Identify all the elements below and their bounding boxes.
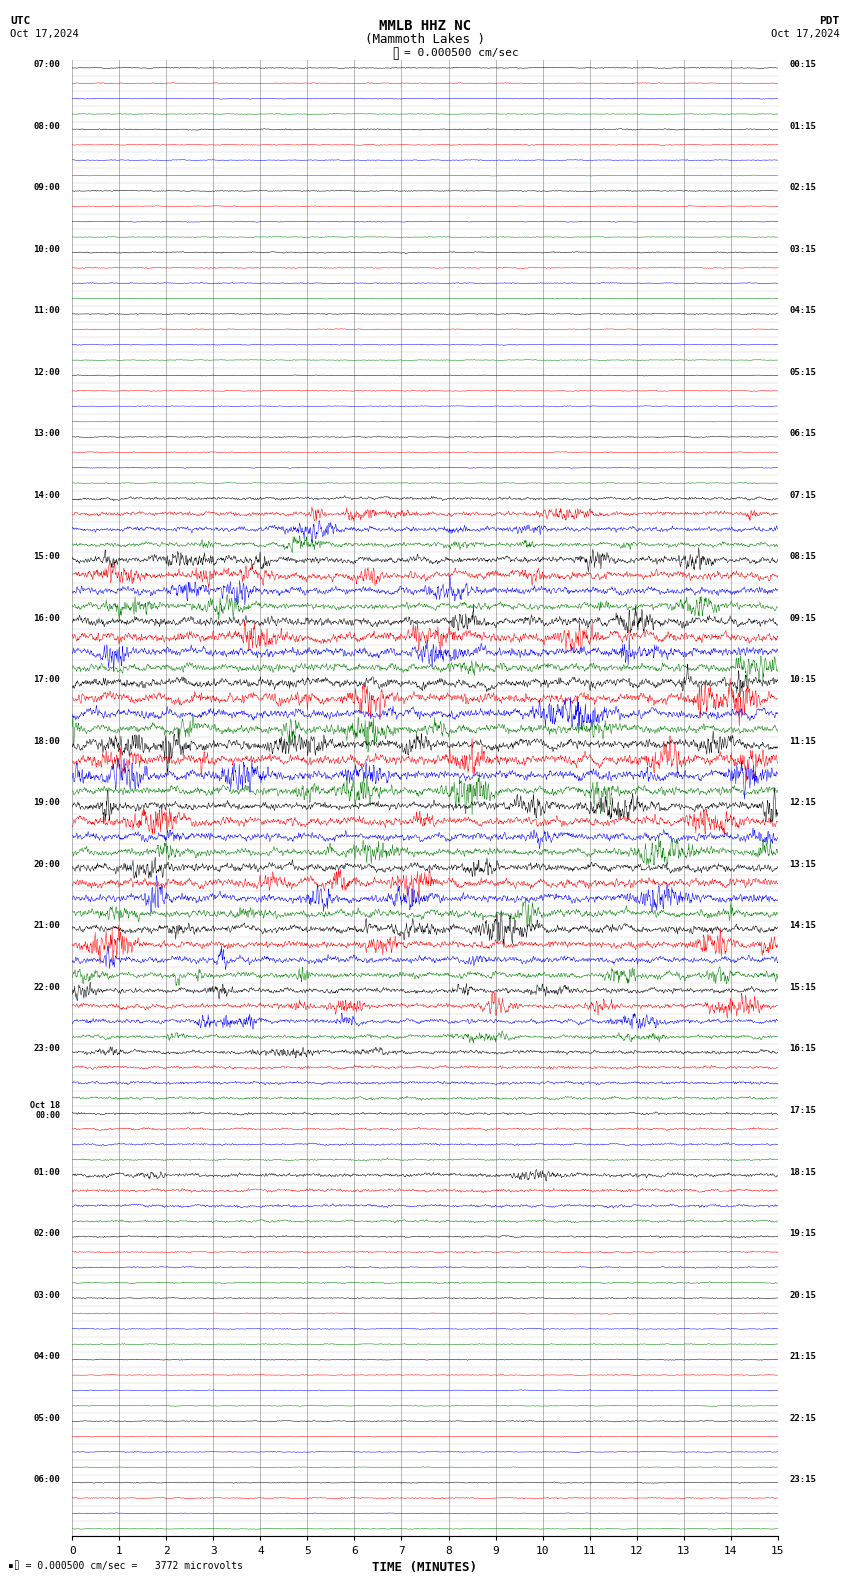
Text: 02:00: 02:00 [34, 1229, 60, 1239]
Text: 14:00: 14:00 [34, 491, 60, 501]
Text: 21:15: 21:15 [790, 1353, 816, 1361]
Text: 15:15: 15:15 [790, 984, 816, 992]
Text: 16:00: 16:00 [34, 615, 60, 623]
Text: PDT: PDT [819, 16, 840, 25]
Text: 13:15: 13:15 [790, 860, 816, 870]
Text: 00:00: 00:00 [36, 1110, 60, 1120]
Text: ▪⌷ = 0.000500 cm/sec =   3772 microvolts: ▪⌷ = 0.000500 cm/sec = 3772 microvolts [8, 1562, 243, 1571]
Text: 17:00: 17:00 [34, 675, 60, 684]
Text: 23:00: 23:00 [34, 1044, 60, 1053]
Text: 10:15: 10:15 [790, 675, 816, 684]
Text: 16:15: 16:15 [790, 1044, 816, 1053]
Text: 18:00: 18:00 [34, 737, 60, 746]
Text: 15:00: 15:00 [34, 553, 60, 561]
Text: 21:00: 21:00 [34, 922, 60, 930]
Text: 19:00: 19:00 [34, 798, 60, 808]
Text: 01:15: 01:15 [790, 122, 816, 131]
Text: 10:00: 10:00 [34, 246, 60, 253]
Text: 20:15: 20:15 [790, 1291, 816, 1299]
Text: 12:00: 12:00 [34, 367, 60, 377]
Text: MMLB HHZ NC: MMLB HHZ NC [379, 19, 471, 33]
Text: Oct 17,2024: Oct 17,2024 [771, 29, 840, 38]
Text: 03:15: 03:15 [790, 246, 816, 253]
Text: 06:15: 06:15 [790, 429, 816, 439]
Text: 14:15: 14:15 [790, 922, 816, 930]
Text: 20:00: 20:00 [34, 860, 60, 870]
Text: 11:15: 11:15 [790, 737, 816, 746]
Text: 03:00: 03:00 [34, 1291, 60, 1299]
Text: 11:00: 11:00 [34, 306, 60, 315]
Text: UTC: UTC [10, 16, 31, 25]
Text: = 0.000500 cm/sec: = 0.000500 cm/sec [404, 48, 518, 57]
Text: 06:00: 06:00 [34, 1475, 60, 1484]
Text: 18:15: 18:15 [790, 1167, 816, 1177]
Text: 22:00: 22:00 [34, 984, 60, 992]
X-axis label: TIME (MINUTES): TIME (MINUTES) [372, 1562, 478, 1574]
Text: 00:15: 00:15 [790, 60, 816, 70]
Text: 01:00: 01:00 [34, 1167, 60, 1177]
Text: 04:00: 04:00 [34, 1353, 60, 1361]
Text: 22:15: 22:15 [790, 1413, 816, 1422]
Text: 09:15: 09:15 [790, 615, 816, 623]
Text: 17:15: 17:15 [790, 1106, 816, 1115]
Text: 08:00: 08:00 [34, 122, 60, 131]
Text: 23:15: 23:15 [790, 1475, 816, 1484]
Text: 19:15: 19:15 [790, 1229, 816, 1239]
Text: ⌷: ⌷ [391, 48, 399, 62]
Text: (Mammoth Lakes ): (Mammoth Lakes ) [365, 33, 485, 46]
Text: 07:00: 07:00 [34, 60, 60, 70]
Text: 09:00: 09:00 [34, 184, 60, 192]
Text: 07:15: 07:15 [790, 491, 816, 501]
Text: 12:15: 12:15 [790, 798, 816, 808]
Text: 08:15: 08:15 [790, 553, 816, 561]
Text: Oct 17,2024: Oct 17,2024 [10, 29, 79, 38]
Text: 05:15: 05:15 [790, 367, 816, 377]
Text: 04:15: 04:15 [790, 306, 816, 315]
Text: Oct 18: Oct 18 [31, 1101, 60, 1110]
Text: 13:00: 13:00 [34, 429, 60, 439]
Text: 02:15: 02:15 [790, 184, 816, 192]
Text: 05:00: 05:00 [34, 1413, 60, 1422]
